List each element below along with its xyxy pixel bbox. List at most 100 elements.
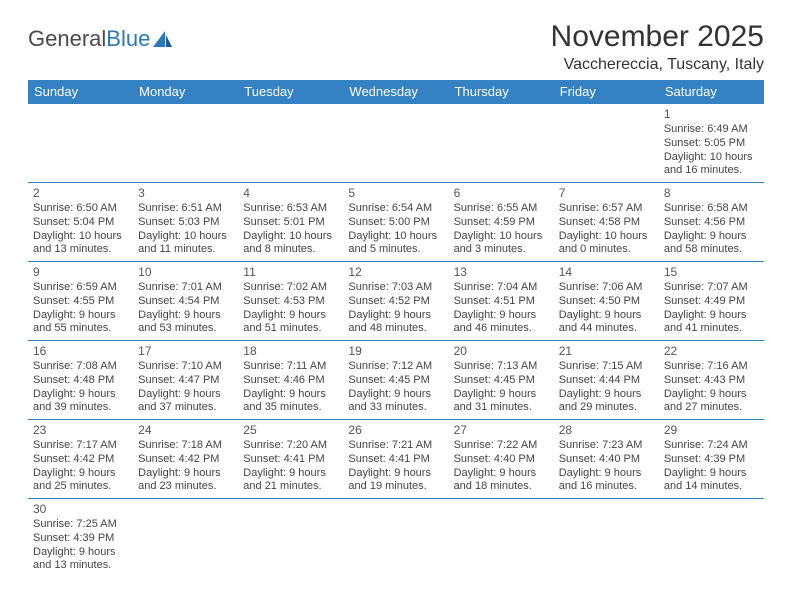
calendar-cell-empty <box>133 499 238 578</box>
calendar-cell: 29Sunrise: 7:24 AMSunset: 4:39 PMDayligh… <box>659 420 764 499</box>
sunset-line: Sunset: 4:45 PM <box>348 374 443 388</box>
sunrise-line: Sunrise: 6:54 AM <box>348 202 443 216</box>
weekday-header: Friday <box>554 80 659 104</box>
day-number: 16 <box>33 344 128 359</box>
sunrise-line: Sunrise: 6:57 AM <box>559 202 654 216</box>
daylight-line: Daylight: 9 hours and 35 minutes. <box>243 388 338 416</box>
calendar-cell-empty <box>554 104 659 183</box>
sunrise-line: Sunrise: 7:20 AM <box>243 439 338 453</box>
calendar-cell: 24Sunrise: 7:18 AMSunset: 4:42 PMDayligh… <box>133 420 238 499</box>
calendar-cell: 7Sunrise: 6:57 AMSunset: 4:58 PMDaylight… <box>554 183 659 262</box>
sunrise-line: Sunrise: 7:16 AM <box>664 360 759 374</box>
sunset-line: Sunset: 4:52 PM <box>348 295 443 309</box>
calendar-body: 1Sunrise: 6:49 AMSunset: 5:05 PMDaylight… <box>28 104 764 578</box>
sunset-line: Sunset: 4:51 PM <box>454 295 549 309</box>
calendar-cell: 25Sunrise: 7:20 AMSunset: 4:41 PMDayligh… <box>238 420 343 499</box>
sunset-line: Sunset: 4:42 PM <box>33 453 128 467</box>
sunrise-line: Sunrise: 7:10 AM <box>138 360 233 374</box>
day-number: 15 <box>664 265 759 280</box>
calendar-cell: 2Sunrise: 6:50 AMSunset: 5:04 PMDaylight… <box>28 183 133 262</box>
calendar-cell: 21Sunrise: 7:15 AMSunset: 4:44 PMDayligh… <box>554 341 659 420</box>
weekday-header: Wednesday <box>343 80 448 104</box>
sunrise-line: Sunrise: 6:51 AM <box>138 202 233 216</box>
brand-name-1: General <box>28 26 106 52</box>
sunset-line: Sunset: 4:39 PM <box>664 453 759 467</box>
daylight-line: Daylight: 9 hours and 39 minutes. <box>33 388 128 416</box>
calendar-cell: 18Sunrise: 7:11 AMSunset: 4:46 PMDayligh… <box>238 341 343 420</box>
weekday-header: Sunday <box>28 80 133 104</box>
sunrise-line: Sunrise: 7:06 AM <box>559 281 654 295</box>
calendar-cell: 26Sunrise: 7:21 AMSunset: 4:41 PMDayligh… <box>343 420 448 499</box>
sunset-line: Sunset: 4:59 PM <box>454 216 549 230</box>
calendar-row: 23Sunrise: 7:17 AMSunset: 4:42 PMDayligh… <box>28 420 764 499</box>
daylight-line: Daylight: 9 hours and 41 minutes. <box>664 309 759 337</box>
daylight-line: Daylight: 9 hours and 53 minutes. <box>138 309 233 337</box>
sunset-line: Sunset: 4:45 PM <box>454 374 549 388</box>
sunset-line: Sunset: 4:55 PM <box>33 295 128 309</box>
sunset-line: Sunset: 4:41 PM <box>348 453 443 467</box>
calendar-row: 2Sunrise: 6:50 AMSunset: 5:04 PMDaylight… <box>28 183 764 262</box>
day-number: 27 <box>454 423 549 438</box>
day-number: 7 <box>559 186 654 201</box>
daylight-line: Daylight: 9 hours and 33 minutes. <box>348 388 443 416</box>
calendar-cell-empty <box>659 499 764 578</box>
sunset-line: Sunset: 5:05 PM <box>664 137 759 151</box>
sunrise-line: Sunrise: 7:21 AM <box>348 439 443 453</box>
daylight-line: Daylight: 9 hours and 37 minutes. <box>138 388 233 416</box>
daylight-line: Daylight: 10 hours and 11 minutes. <box>138 230 233 258</box>
daylight-line: Daylight: 9 hours and 55 minutes. <box>33 309 128 337</box>
sunset-line: Sunset: 4:56 PM <box>664 216 759 230</box>
day-number: 29 <box>664 423 759 438</box>
day-number: 8 <box>664 186 759 201</box>
day-number: 28 <box>559 423 654 438</box>
sunset-line: Sunset: 5:01 PM <box>243 216 338 230</box>
day-number: 17 <box>138 344 233 359</box>
day-number: 20 <box>454 344 549 359</box>
header: GeneralBlue November 2025 Vacchereccia, … <box>28 20 764 74</box>
day-number: 4 <box>243 186 338 201</box>
calendar-cell: 10Sunrise: 7:01 AMSunset: 4:54 PMDayligh… <box>133 262 238 341</box>
day-number: 26 <box>348 423 443 438</box>
daylight-line: Daylight: 10 hours and 13 minutes. <box>33 230 128 258</box>
sunrise-line: Sunrise: 7:01 AM <box>138 281 233 295</box>
calendar-cell: 16Sunrise: 7:08 AMSunset: 4:48 PMDayligh… <box>28 341 133 420</box>
calendar-head: SundayMondayTuesdayWednesdayThursdayFrid… <box>28 80 764 104</box>
weekday-header: Thursday <box>449 80 554 104</box>
calendar-row: 16Sunrise: 7:08 AMSunset: 4:48 PMDayligh… <box>28 341 764 420</box>
sunrise-line: Sunrise: 6:58 AM <box>664 202 759 216</box>
day-number: 13 <box>454 265 549 280</box>
calendar-cell: 30Sunrise: 7:25 AMSunset: 4:39 PMDayligh… <box>28 499 133 578</box>
calendar-cell: 6Sunrise: 6:55 AMSunset: 4:59 PMDaylight… <box>449 183 554 262</box>
daylight-line: Daylight: 10 hours and 0 minutes. <box>559 230 654 258</box>
sunset-line: Sunset: 4:44 PM <box>559 374 654 388</box>
day-number: 23 <box>33 423 128 438</box>
day-number: 6 <box>454 186 549 201</box>
sunrise-line: Sunrise: 7:23 AM <box>559 439 654 453</box>
sunset-line: Sunset: 4:53 PM <box>243 295 338 309</box>
daylight-line: Daylight: 9 hours and 31 minutes. <box>454 388 549 416</box>
calendar-cell: 22Sunrise: 7:16 AMSunset: 4:43 PMDayligh… <box>659 341 764 420</box>
daylight-line: Daylight: 9 hours and 27 minutes. <box>664 388 759 416</box>
daylight-line: Daylight: 9 hours and 16 minutes. <box>559 467 654 495</box>
sunrise-line: Sunrise: 6:55 AM <box>454 202 549 216</box>
sunset-line: Sunset: 4:41 PM <box>243 453 338 467</box>
sunrise-line: Sunrise: 7:11 AM <box>243 360 338 374</box>
calendar-cell: 4Sunrise: 6:53 AMSunset: 5:01 PMDaylight… <box>238 183 343 262</box>
calendar-cell-empty <box>343 499 448 578</box>
weekday-header: Monday <box>133 80 238 104</box>
day-number: 24 <box>138 423 233 438</box>
calendar-cell: 13Sunrise: 7:04 AMSunset: 4:51 PMDayligh… <box>449 262 554 341</box>
sunrise-line: Sunrise: 6:59 AM <box>33 281 128 295</box>
calendar-cell: 8Sunrise: 6:58 AMSunset: 4:56 PMDaylight… <box>659 183 764 262</box>
sunset-line: Sunset: 4:50 PM <box>559 295 654 309</box>
calendar-cell: 9Sunrise: 6:59 AMSunset: 4:55 PMDaylight… <box>28 262 133 341</box>
day-number: 19 <box>348 344 443 359</box>
sunset-line: Sunset: 5:03 PM <box>138 216 233 230</box>
calendar-row: 1Sunrise: 6:49 AMSunset: 5:05 PMDaylight… <box>28 104 764 183</box>
sunset-line: Sunset: 4:40 PM <box>454 453 549 467</box>
brand-name-2: Blue <box>106 26 150 52</box>
calendar-cell: 15Sunrise: 7:07 AMSunset: 4:49 PMDayligh… <box>659 262 764 341</box>
brand-sail-icon <box>152 30 174 50</box>
calendar-cell-empty <box>554 499 659 578</box>
sunrise-line: Sunrise: 7:02 AM <box>243 281 338 295</box>
